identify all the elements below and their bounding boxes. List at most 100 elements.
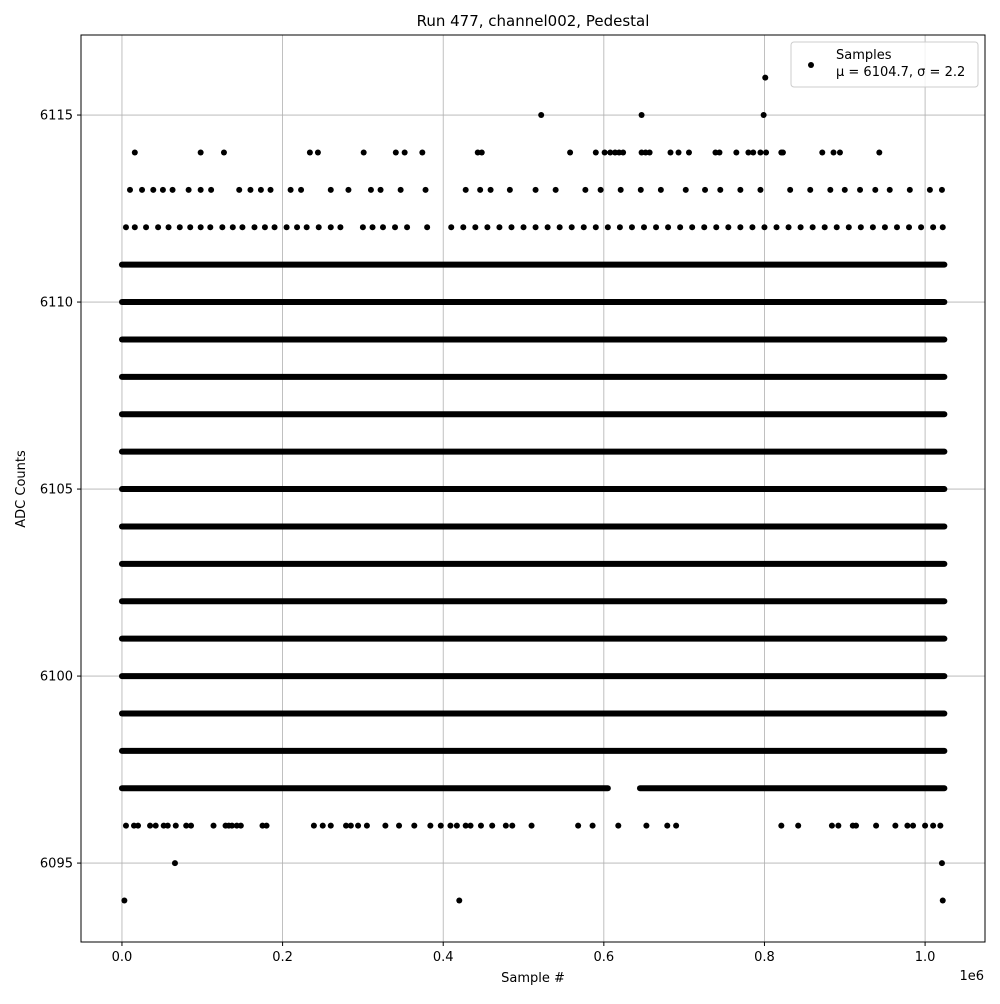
sample-point xyxy=(528,822,535,829)
sample-point xyxy=(462,186,469,193)
sample-point xyxy=(833,224,840,231)
sample-point xyxy=(881,224,888,231)
sample-point xyxy=(122,822,129,829)
sample-point xyxy=(237,822,244,829)
sample-point xyxy=(419,149,426,156)
sample-point xyxy=(169,186,176,193)
sample-point xyxy=(646,149,653,156)
sample-point xyxy=(828,822,835,829)
sample-point xyxy=(749,224,756,231)
sample-point xyxy=(664,822,671,829)
sample-point xyxy=(607,149,614,156)
sample-point xyxy=(261,224,268,231)
sample-point xyxy=(637,186,644,193)
sample-point xyxy=(836,149,843,156)
sample-point xyxy=(653,224,660,231)
x-tick-label: 0.6 xyxy=(593,950,614,965)
sample-point xyxy=(675,149,682,156)
sample-point xyxy=(397,186,404,193)
sample-point xyxy=(477,186,484,193)
sample-point xyxy=(876,149,883,156)
sample-point xyxy=(567,149,574,156)
sample-point xyxy=(938,186,945,193)
y-tick-label: 6100 xyxy=(40,670,73,685)
sample-point xyxy=(315,224,322,231)
sample-point xyxy=(176,224,183,231)
sample-point xyxy=(750,149,757,156)
sample-point xyxy=(456,897,463,904)
sample-point xyxy=(665,224,672,231)
sample-point xyxy=(841,186,848,193)
sample-point xyxy=(159,186,166,193)
sample-point xyxy=(462,822,469,829)
x-offset-label: 1e6 xyxy=(959,969,984,984)
sample-point xyxy=(745,149,752,156)
sample-point xyxy=(345,186,352,193)
sample-point xyxy=(411,822,418,829)
x-tick-label: 0.8 xyxy=(754,950,775,965)
sample-point xyxy=(327,224,334,231)
sample-point xyxy=(477,822,484,829)
sample-point xyxy=(472,224,479,231)
sample-point xyxy=(922,822,929,829)
sample-point xyxy=(939,224,946,231)
sample-point xyxy=(131,224,138,231)
sample-point xyxy=(873,822,880,829)
sample-point xyxy=(467,822,474,829)
sample-point xyxy=(139,186,146,193)
sample-point xyxy=(152,822,159,829)
x-tick-label: 0.0 xyxy=(112,950,133,965)
sample-point xyxy=(337,224,344,231)
sample-point xyxy=(857,224,864,231)
sample-point xyxy=(677,224,684,231)
sample-point xyxy=(830,149,837,156)
sample-point xyxy=(762,74,769,81)
sample-point xyxy=(271,224,278,231)
sample-point xyxy=(236,186,243,193)
sample-point xyxy=(197,149,204,156)
sample-point xyxy=(620,149,627,156)
sample-point xyxy=(601,149,608,156)
sample-point xyxy=(857,186,864,193)
sample-point xyxy=(496,224,503,231)
axes: 0.0 0.2 0.4 0.6 0.8 1.0 6095 6100 6105 6110 6115 xyxy=(40,109,936,965)
sample-point xyxy=(392,224,399,231)
sample-point xyxy=(460,224,467,231)
sample-point xyxy=(369,224,376,231)
sample-point xyxy=(122,224,129,231)
sample-point xyxy=(615,822,622,829)
sample-point xyxy=(126,186,133,193)
sample-point xyxy=(733,149,740,156)
sample-point xyxy=(147,822,154,829)
sample-point xyxy=(437,822,444,829)
sample-point xyxy=(396,822,403,829)
sample-point xyxy=(355,822,362,829)
sample-point xyxy=(377,186,384,193)
sample-point xyxy=(135,822,142,829)
sample-point xyxy=(489,822,496,829)
sample-point xyxy=(592,149,599,156)
sample-point xyxy=(207,224,214,231)
sample-point xyxy=(229,224,236,231)
sample-point xyxy=(239,224,246,231)
sample-point xyxy=(360,149,367,156)
sample-point xyxy=(183,822,190,829)
sample-point xyxy=(363,822,370,829)
sample-point xyxy=(303,224,310,231)
sample-point xyxy=(448,224,455,231)
sample-point xyxy=(930,822,937,829)
sample-point xyxy=(657,186,664,193)
sample-point xyxy=(617,186,624,193)
sample-point xyxy=(702,186,709,193)
sample-point xyxy=(713,224,720,231)
sample-point xyxy=(725,224,732,231)
sample-point xyxy=(298,186,305,193)
sample-point xyxy=(155,224,162,231)
sample-point xyxy=(869,224,876,231)
sample-point xyxy=(787,186,794,193)
sample-point xyxy=(188,822,195,829)
sample-point xyxy=(556,224,563,231)
sample-point xyxy=(401,149,408,156)
sample-point xyxy=(795,822,802,829)
sample-point xyxy=(228,822,235,829)
